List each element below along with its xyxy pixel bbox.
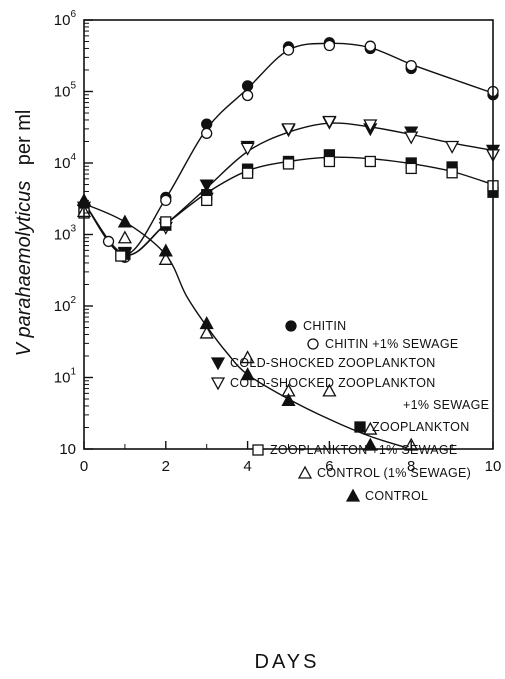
y-tick-base: 10 [54, 370, 71, 387]
data-point [282, 158, 295, 170]
data-point [240, 350, 255, 364]
y-tick-label: 101 [54, 367, 77, 387]
y-tick-exponent: 3 [70, 224, 76, 235]
y-tick-base: 10 [54, 227, 71, 244]
data-point [282, 44, 295, 56]
legend-marker [285, 320, 297, 332]
legend-label: CONTROL (1% SEWAGE) [317, 466, 471, 480]
data-point [201, 118, 213, 130]
y-tick-exponent: 5 [70, 81, 76, 92]
data-point [199, 179, 214, 193]
y-tick-base: 10 [54, 298, 71, 315]
legend-marker [354, 421, 366, 433]
y-tick-exponent: 6 [70, 9, 76, 20]
data-point [363, 119, 378, 133]
data-point [117, 230, 132, 244]
data-point [323, 155, 336, 168]
data-point [323, 39, 336, 52]
x-tick-label: 2 [162, 458, 170, 475]
legend-label: ZOOPLANKTON [372, 420, 470, 434]
legend-label: CHITIN [303, 319, 346, 333]
x-tick-label: 4 [243, 458, 251, 475]
data-point [405, 162, 417, 175]
data-point [445, 140, 460, 154]
y-tick-label: 104 [54, 152, 77, 172]
data-point [102, 235, 115, 248]
data-point [364, 155, 376, 168]
legend-label: COLD-SHOCKED ZOOPLANKTON [230, 356, 436, 370]
y-tick-exponent: 2 [70, 295, 76, 306]
legend-label-continued: +1% SEWAGE [403, 398, 489, 412]
legend-label: CHITIN +1% SEWAGE [325, 337, 458, 351]
y-axis-title: V parahaemolyticus per ml [13, 110, 35, 357]
data-point [199, 316, 214, 330]
y-tick-label: 103 [54, 224, 77, 244]
data-point [364, 40, 376, 52]
data-point [241, 167, 254, 179]
data-point [160, 194, 172, 207]
data-point [322, 115, 337, 129]
y-axis-title-unit: per ml [13, 110, 35, 166]
x-tick-label: 8 [407, 458, 415, 475]
data-point [281, 123, 296, 137]
data-point [117, 214, 132, 228]
legend-label: COLD-SHOCKED ZOOPLANKTON [230, 376, 436, 390]
x-tick-label: 6 [325, 458, 333, 475]
data-point [115, 250, 127, 262]
data-point [201, 127, 213, 139]
control-curve [83, 203, 412, 450]
data-point [363, 421, 378, 435]
legend-marker [210, 357, 226, 371]
y-tick-exponent: 4 [70, 152, 76, 163]
data-point [158, 243, 173, 257]
data-point [158, 251, 173, 265]
x-axis-title: DAYS [255, 651, 320, 673]
data-points [76, 37, 501, 451]
y-tick-label: 102 [54, 295, 77, 315]
y-axis-title-species: V parahaemolyticus [13, 181, 35, 357]
data-point [240, 142, 255, 156]
y-tick-base: 10 [54, 155, 71, 172]
y-tick-label: 10 [59, 441, 76, 458]
y-tick-label: 105 [54, 81, 77, 101]
data-point [241, 80, 254, 92]
legend-label: CONTROL [365, 489, 428, 503]
data-point [404, 131, 419, 145]
legend-marker [307, 338, 319, 350]
legend: CHITIN CHITIN +1% SEWAGE COLD-SHOCKED ZOOP… [210, 319, 489, 503]
data-point [241, 89, 254, 102]
data-point [160, 216, 172, 228]
data-point [405, 59, 417, 72]
y-tick-base: 10 [54, 84, 71, 101]
data-point [199, 325, 214, 339]
x-tick-label: 0 [80, 458, 88, 475]
x-tick-label: 10 [485, 458, 502, 475]
data-point [446, 167, 458, 179]
legend-marker [252, 444, 264, 456]
legend-marker [297, 465, 313, 479]
legend-marker [210, 377, 226, 391]
y-tick-base: 10 [54, 12, 71, 29]
data-point [322, 383, 337, 397]
chitin-curve [83, 42, 494, 256]
data-point [240, 367, 255, 381]
zooplankton-curve [83, 156, 494, 256]
y-tick-label: 106 [54, 9, 77, 29]
y-tick-exponent: 1 [70, 367, 76, 378]
data-point [201, 194, 213, 207]
y-tick-base: 10 [59, 441, 76, 458]
legend-marker [345, 488, 361, 502]
legend-label: ZOOPLANKTON +1% SEWAGE [270, 443, 458, 457]
data-point [281, 392, 296, 406]
